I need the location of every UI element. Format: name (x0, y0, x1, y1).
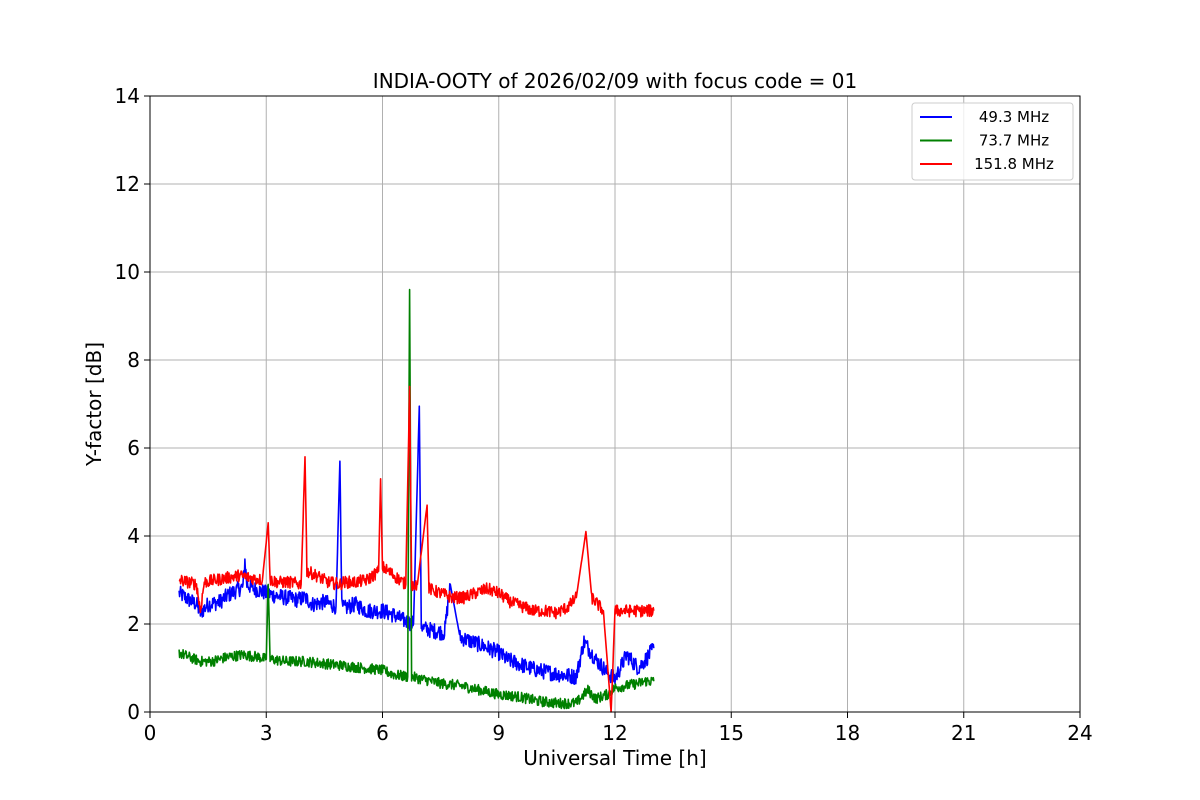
legend: 49.3 MHz 73.7 MHz 151.8 MHz (911, 102, 1074, 181)
x-tick-label: 15 (719, 721, 744, 745)
chart-title: INDIA-OOTY of 2026/02/09 with focus code… (373, 69, 857, 93)
y-tick-label: 6 (127, 436, 140, 460)
series-line-2 (178, 288, 655, 710)
y-tick-label: 10 (115, 260, 140, 284)
legend-label: 151.8 MHz (974, 155, 1054, 173)
series-line-3 (178, 385, 655, 713)
y-tick-label: 2 (127, 612, 140, 636)
legend-label: 49.3 MHz (979, 108, 1049, 126)
x-axis-label: Universal Time [h] (523, 746, 706, 770)
y-axis-label: Y-factor [dB] (82, 342, 106, 467)
y-tick-label: 0 (127, 700, 140, 724)
legend-box (911, 102, 1074, 181)
series-layer (178, 288, 655, 713)
series-line-1 (178, 405, 655, 685)
x-tick-label: 18 (835, 721, 860, 745)
x-tick-label: 6 (376, 721, 389, 745)
y-tick-label: 8 (127, 348, 140, 372)
x-tick-label: 9 (492, 721, 505, 745)
legend-label: 73.7 MHz (979, 132, 1049, 150)
x-tick-label: 0 (144, 721, 157, 745)
y-tick-label: 14 (115, 84, 140, 108)
x-tick-label: 3 (260, 721, 273, 745)
y-tick-label: 12 (115, 172, 140, 196)
x-tick-label: 12 (602, 721, 627, 745)
x-tick-label: 21 (951, 721, 976, 745)
y-tick-label: 4 (127, 524, 140, 548)
x-tick-label: 24 (1067, 721, 1092, 745)
